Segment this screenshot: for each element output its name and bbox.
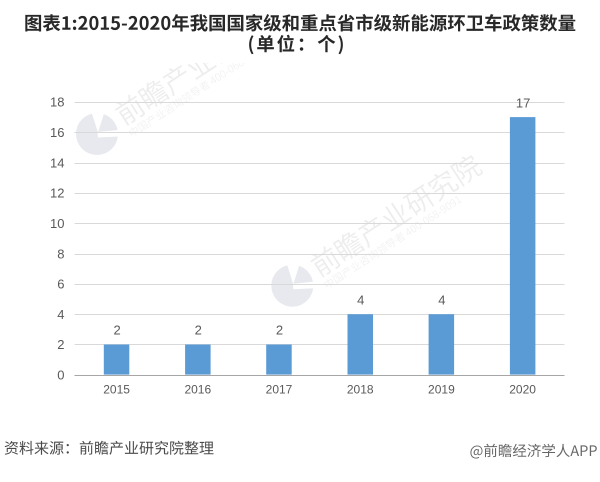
svg-text:14: 14 [50, 155, 64, 170]
svg-text:2020: 2020 [509, 383, 536, 397]
svg-text:2017: 2017 [266, 383, 293, 397]
svg-text:16: 16 [50, 125, 64, 140]
svg-text:4: 4 [438, 292, 445, 307]
svg-text:0: 0 [57, 368, 64, 383]
svg-text:12: 12 [50, 186, 64, 201]
svg-text:2: 2 [276, 323, 283, 338]
svg-text:17: 17 [516, 95, 530, 110]
svg-text:18: 18 [50, 95, 64, 110]
svg-text:6: 6 [57, 277, 64, 292]
svg-text:2: 2 [57, 337, 64, 352]
svg-text:2015: 2015 [103, 383, 130, 397]
svg-text:10: 10 [50, 216, 64, 231]
svg-text:2: 2 [113, 323, 120, 338]
svg-text:8: 8 [57, 246, 64, 261]
svg-text:4: 4 [57, 307, 64, 322]
svg-text:4: 4 [357, 292, 364, 307]
svg-text:2: 2 [195, 323, 202, 338]
svg-text:2019: 2019 [428, 383, 455, 397]
svg-text:2016: 2016 [184, 383, 211, 397]
svg-text:2018: 2018 [347, 383, 374, 397]
